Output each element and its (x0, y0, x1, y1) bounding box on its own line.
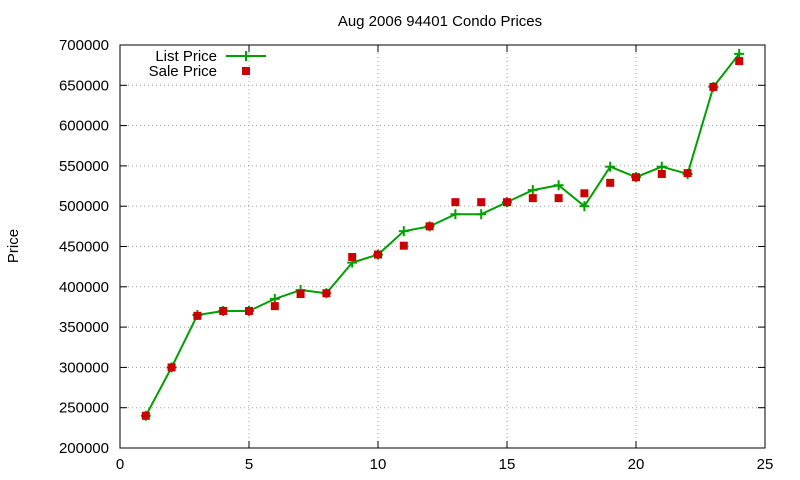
y-tick-label: 700000 (59, 37, 109, 54)
grid-lines (120, 45, 765, 448)
data-point-sale-price (657, 169, 666, 178)
y-tick-label: 250000 (59, 400, 109, 417)
chart-title: Aug 2006 94401 Condo Prices (338, 13, 542, 30)
y-tick-label: 600000 (59, 118, 109, 135)
series-list-price (140, 48, 745, 421)
data-point-sale-price (528, 194, 537, 203)
data-point-sale-price (141, 411, 150, 420)
x-tick-label: 10 (370, 456, 387, 473)
data-point-list-price (527, 185, 538, 196)
data-point-sale-price (503, 198, 511, 207)
data-point-sale-price (477, 198, 486, 207)
y-tick-label: 450000 (59, 239, 109, 256)
axis-ticks (119, 44, 766, 449)
data-point-sale-price (296, 290, 305, 299)
data-point-sale-price (322, 289, 331, 298)
data-point-sale-price (580, 189, 589, 198)
legend-label-sale-price: Sale Price (149, 63, 217, 80)
legend-sale-price-marker (242, 67, 250, 75)
y-axis-tick-labels: 200000 250000 300000 350000 400000 450000 5000… (59, 37, 109, 457)
data-point-sale-price (219, 306, 228, 315)
data-point-sale-price (348, 252, 357, 261)
y-tick-label: 400000 (59, 279, 109, 296)
y-tick-label: 350000 (59, 319, 109, 336)
data-point-sale-price (606, 178, 615, 187)
y-tick-label: 500000 (59, 198, 109, 215)
data-point-sale-price (193, 311, 202, 320)
data-point-sale-price (451, 198, 460, 207)
data-point-list-price (476, 209, 487, 220)
data-point-list-price (553, 180, 564, 191)
data-point-sale-price (683, 169, 692, 178)
y-tick-label: 550000 (59, 158, 109, 175)
legend-label-list-price: List Price (155, 48, 217, 65)
data-point-sale-price (735, 57, 744, 66)
data-point-sale-price (632, 173, 640, 182)
x-tick-label: 15 (499, 456, 516, 473)
data-point-sale-price (270, 302, 279, 311)
legend: List Price Sale Price (149, 48, 266, 80)
data-point-sale-price (167, 363, 176, 372)
series-line-list-price (144, 53, 740, 417)
data-point-sale-price (425, 222, 434, 231)
data-point-sale-price (554, 194, 563, 203)
y-tick-label: 650000 (59, 77, 109, 94)
data-point-sale-price (399, 241, 408, 250)
data-point-sale-price (709, 82, 718, 91)
x-axis-tick-labels: 0 5 10 15 20 25 (116, 456, 774, 473)
data-point-list-price (605, 161, 616, 172)
series-sale-price (141, 57, 744, 420)
series-group (140, 48, 745, 421)
data-point-list-price (398, 226, 409, 237)
y-axis-label: Price (5, 229, 22, 263)
data-point-sale-price (374, 250, 382, 259)
data-point-list-price (450, 209, 461, 220)
x-tick-label: 20 (628, 456, 645, 473)
y-tick-label: 200000 (59, 440, 109, 457)
y-tick-label: 300000 (59, 359, 109, 376)
x-tick-label: 0 (116, 456, 124, 473)
legend-list-price-marker (241, 51, 251, 61)
data-point-sale-price (245, 306, 253, 315)
data-point-list-price (579, 201, 590, 212)
x-tick-label: 5 (245, 456, 253, 473)
x-tick-label: 25 (757, 456, 774, 473)
